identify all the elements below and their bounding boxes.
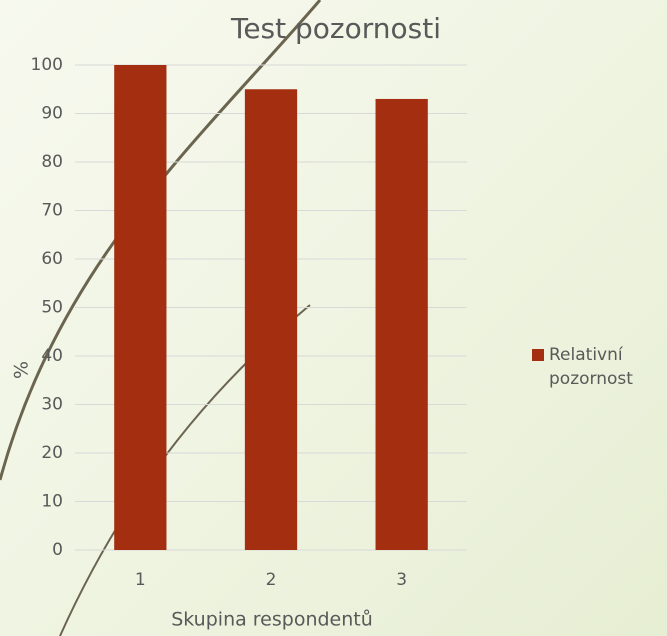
y-axis-title: % bbox=[11, 361, 33, 379]
page: Test pozornosti Skupina respondentů % 0 1… bbox=[0, 0, 667, 636]
legend-label: Relativní pozornost bbox=[549, 343, 659, 391]
x-tick-label: 1 bbox=[135, 570, 146, 590]
y-tick-label: 50 bbox=[41, 298, 63, 318]
x-axis-title: Skupina respondentů bbox=[171, 609, 373, 631]
chart-title: Test pozornosti bbox=[230, 12, 441, 45]
y-tick-label: 80 bbox=[41, 152, 63, 172]
chart: Test pozornosti Skupina respondentů % 0 1… bbox=[0, 0, 667, 636]
legend-swatch bbox=[532, 349, 544, 361]
legend: Relativní pozornost bbox=[532, 343, 659, 391]
y-tick-label: 0 bbox=[52, 540, 63, 560]
y-tick-label: 10 bbox=[41, 492, 63, 512]
bar bbox=[245, 89, 297, 550]
bar bbox=[376, 99, 428, 550]
y-tick-label: 100 bbox=[31, 55, 63, 75]
y-tick-label: 90 bbox=[41, 104, 63, 124]
x-tick-label: 3 bbox=[396, 570, 407, 590]
y-tick-label: 40 bbox=[41, 346, 63, 366]
y-tick-label: 20 bbox=[41, 443, 63, 463]
bar bbox=[114, 65, 166, 550]
y-tick-label: 30 bbox=[41, 395, 63, 415]
y-tick-label: 60 bbox=[41, 249, 63, 269]
x-tick-label: 2 bbox=[266, 570, 277, 590]
y-tick-label: 70 bbox=[41, 201, 63, 221]
